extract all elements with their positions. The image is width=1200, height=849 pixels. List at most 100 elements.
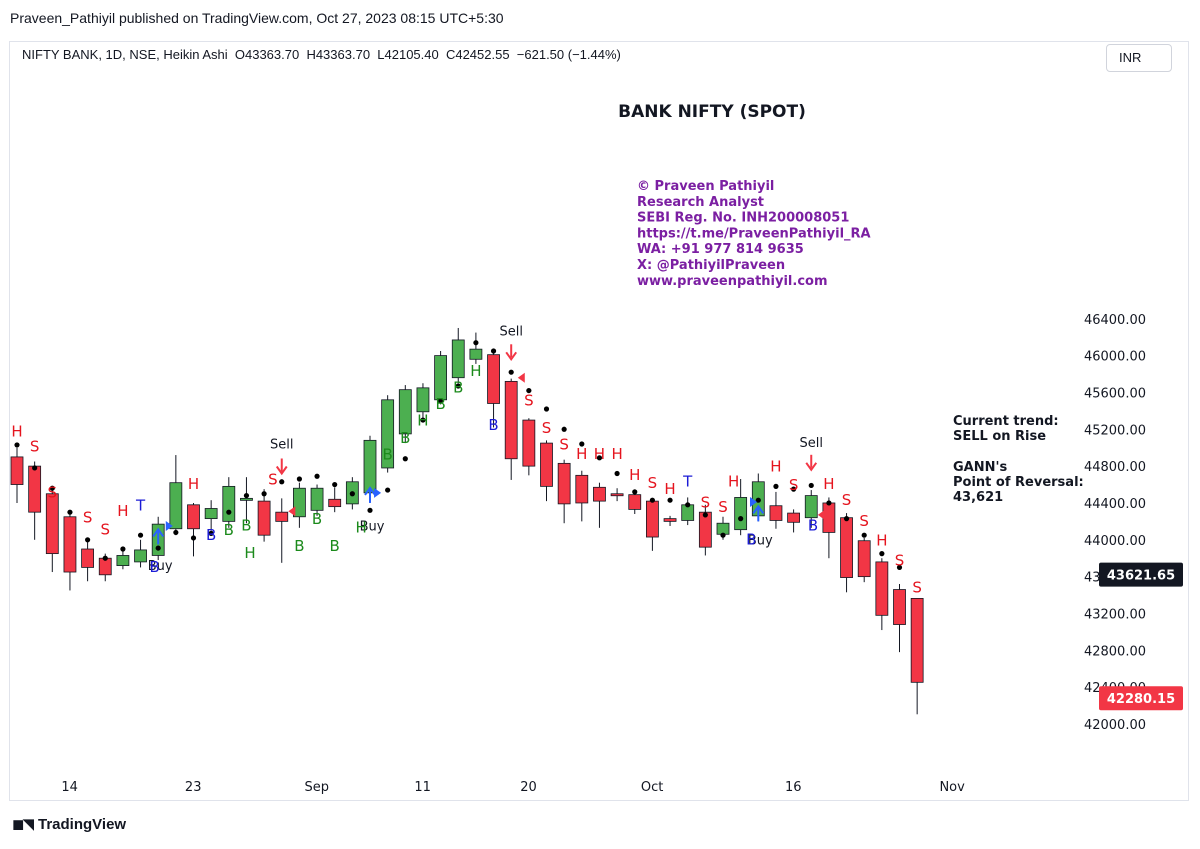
pattern-label: B: [294, 537, 304, 555]
candle-body: [557, 462, 571, 505]
candle-body: [10, 456, 24, 485]
trail-dot: [385, 487, 391, 493]
trend-block-line: Current trend:: [953, 414, 1059, 429]
trail-dot: [896, 564, 903, 571]
pattern-label: B: [746, 530, 756, 548]
trail-dot: [208, 530, 214, 536]
trail-dot: [261, 491, 267, 497]
candle-body: [840, 517, 853, 578]
trail-dot: [526, 387, 532, 394]
pattern-label: S: [30, 437, 40, 455]
trail-dot: [332, 481, 338, 488]
trail-dot: [420, 417, 426, 423]
pattern-label: S: [912, 578, 922, 596]
sell-arrow-head: [805, 462, 818, 472]
gann-block-line: GANN's: [953, 460, 1007, 475]
candle-body: [787, 512, 800, 523]
pattern-label: B: [150, 558, 160, 576]
pattern-label: T: [682, 472, 693, 490]
trail-dot: [296, 476, 302, 482]
info-block-line: © Praveen Pathiyil: [637, 179, 774, 194]
y-axis: 42000.0042400.0042800.0043200.0043600.00…: [1084, 313, 1183, 733]
candle-body: [81, 548, 94, 568]
info-block-line: https://t.me/PraveenPathiyil_RA: [637, 226, 871, 241]
candle-body: [698, 511, 712, 548]
candle-body: [63, 516, 77, 573]
info-block-line: X: @PathiyilPraveen: [637, 258, 785, 273]
trail-dot: [102, 555, 108, 561]
buy-arrow-head: [364, 486, 376, 496]
trail-dot: [226, 509, 232, 515]
pattern-label: S: [100, 520, 110, 538]
trail-dot: [137, 532, 144, 538]
candle-body: [116, 555, 130, 566]
trail-dot: [14, 442, 20, 448]
trail-dot: [32, 465, 38, 471]
trail-dot: [508, 369, 514, 375]
trail-dot: [367, 507, 373, 513]
dots-layer: [14, 340, 903, 571]
x-tick-label: 20: [520, 780, 537, 795]
symbol-legend[interactable]: NIFTY BANK, 1D, NSE, Heikin Ashi O43363.…: [22, 47, 621, 62]
x-tick-label: Sep: [304, 780, 329, 795]
pattern-label: H: [117, 502, 128, 520]
signal-triangle: [288, 506, 296, 517]
signal-triangle: [750, 497, 758, 508]
pattern-label: S: [701, 494, 711, 512]
tradingview-wordmark: TradingView: [38, 815, 127, 833]
analyst-info: © Praveen Pathiyil Research Analyst SEBI R…: [637, 179, 871, 289]
info-block-line: www.praveenpathiyil.com: [637, 274, 828, 289]
trail-dot: [490, 348, 497, 354]
x-tick-label: Oct: [641, 780, 663, 795]
candle-body: [134, 549, 147, 563]
candle-body: [769, 505, 783, 521]
pattern-label: S: [48, 483, 58, 501]
y-tick-label: 42800.00: [1084, 644, 1146, 659]
trail-dot: [649, 497, 656, 503]
trail-dot: [826, 500, 832, 506]
signal-triangle: [817, 509, 825, 520]
x-tick-label: Nov: [939, 780, 965, 795]
y-tick-label: 45600.00: [1084, 386, 1146, 401]
trail-dot: [685, 502, 691, 508]
candle-body: [593, 486, 606, 502]
candle-body: [222, 485, 236, 522]
pattern-label: H: [876, 531, 887, 549]
sell-signal-text: Sell: [800, 436, 823, 451]
gann-block-line: 43,621: [953, 490, 1003, 505]
trail-dot: [791, 486, 797, 492]
trail-dot: [773, 483, 779, 489]
pattern-label: B: [224, 521, 234, 539]
buy-signal-text: Buy: [360, 520, 385, 535]
candle-body: [398, 389, 412, 435]
trail-dot: [349, 491, 355, 497]
pattern-label: B: [383, 446, 393, 464]
candle-body: [646, 500, 659, 538]
signal-triangle: [374, 487, 382, 498]
trail-dot: [579, 441, 585, 447]
trail-dot: [667, 497, 673, 503]
pattern-label: H: [611, 445, 622, 463]
buy-arrow-head: [152, 527, 165, 537]
candles-layer: [10, 327, 924, 715]
tradingview-logo[interactable]: ◼◥ TradingView: [12, 815, 127, 834]
currency-button[interactable]: INR: [1106, 44, 1172, 72]
trail-dot: [438, 398, 444, 404]
candle-body: [381, 399, 395, 469]
tradingview-icon: ◼◥: [12, 816, 34, 833]
y-tick-label: 46400.00: [1084, 313, 1146, 328]
chart-title: BANK NIFTY (SPOT): [618, 102, 806, 122]
trend-block-line: SELL on Rise: [953, 429, 1046, 444]
candle-body: [310, 487, 324, 511]
pattern-label: S: [842, 491, 852, 509]
trail-dot: [402, 456, 408, 462]
sell-signal-text: Sell: [499, 324, 522, 339]
trail-dot: [314, 473, 320, 479]
pattern-label: B: [488, 416, 498, 434]
candle-body: [434, 355, 448, 401]
candle-body: [204, 508, 218, 520]
pattern-label: S: [789, 476, 799, 494]
trail-dot: [702, 512, 708, 518]
